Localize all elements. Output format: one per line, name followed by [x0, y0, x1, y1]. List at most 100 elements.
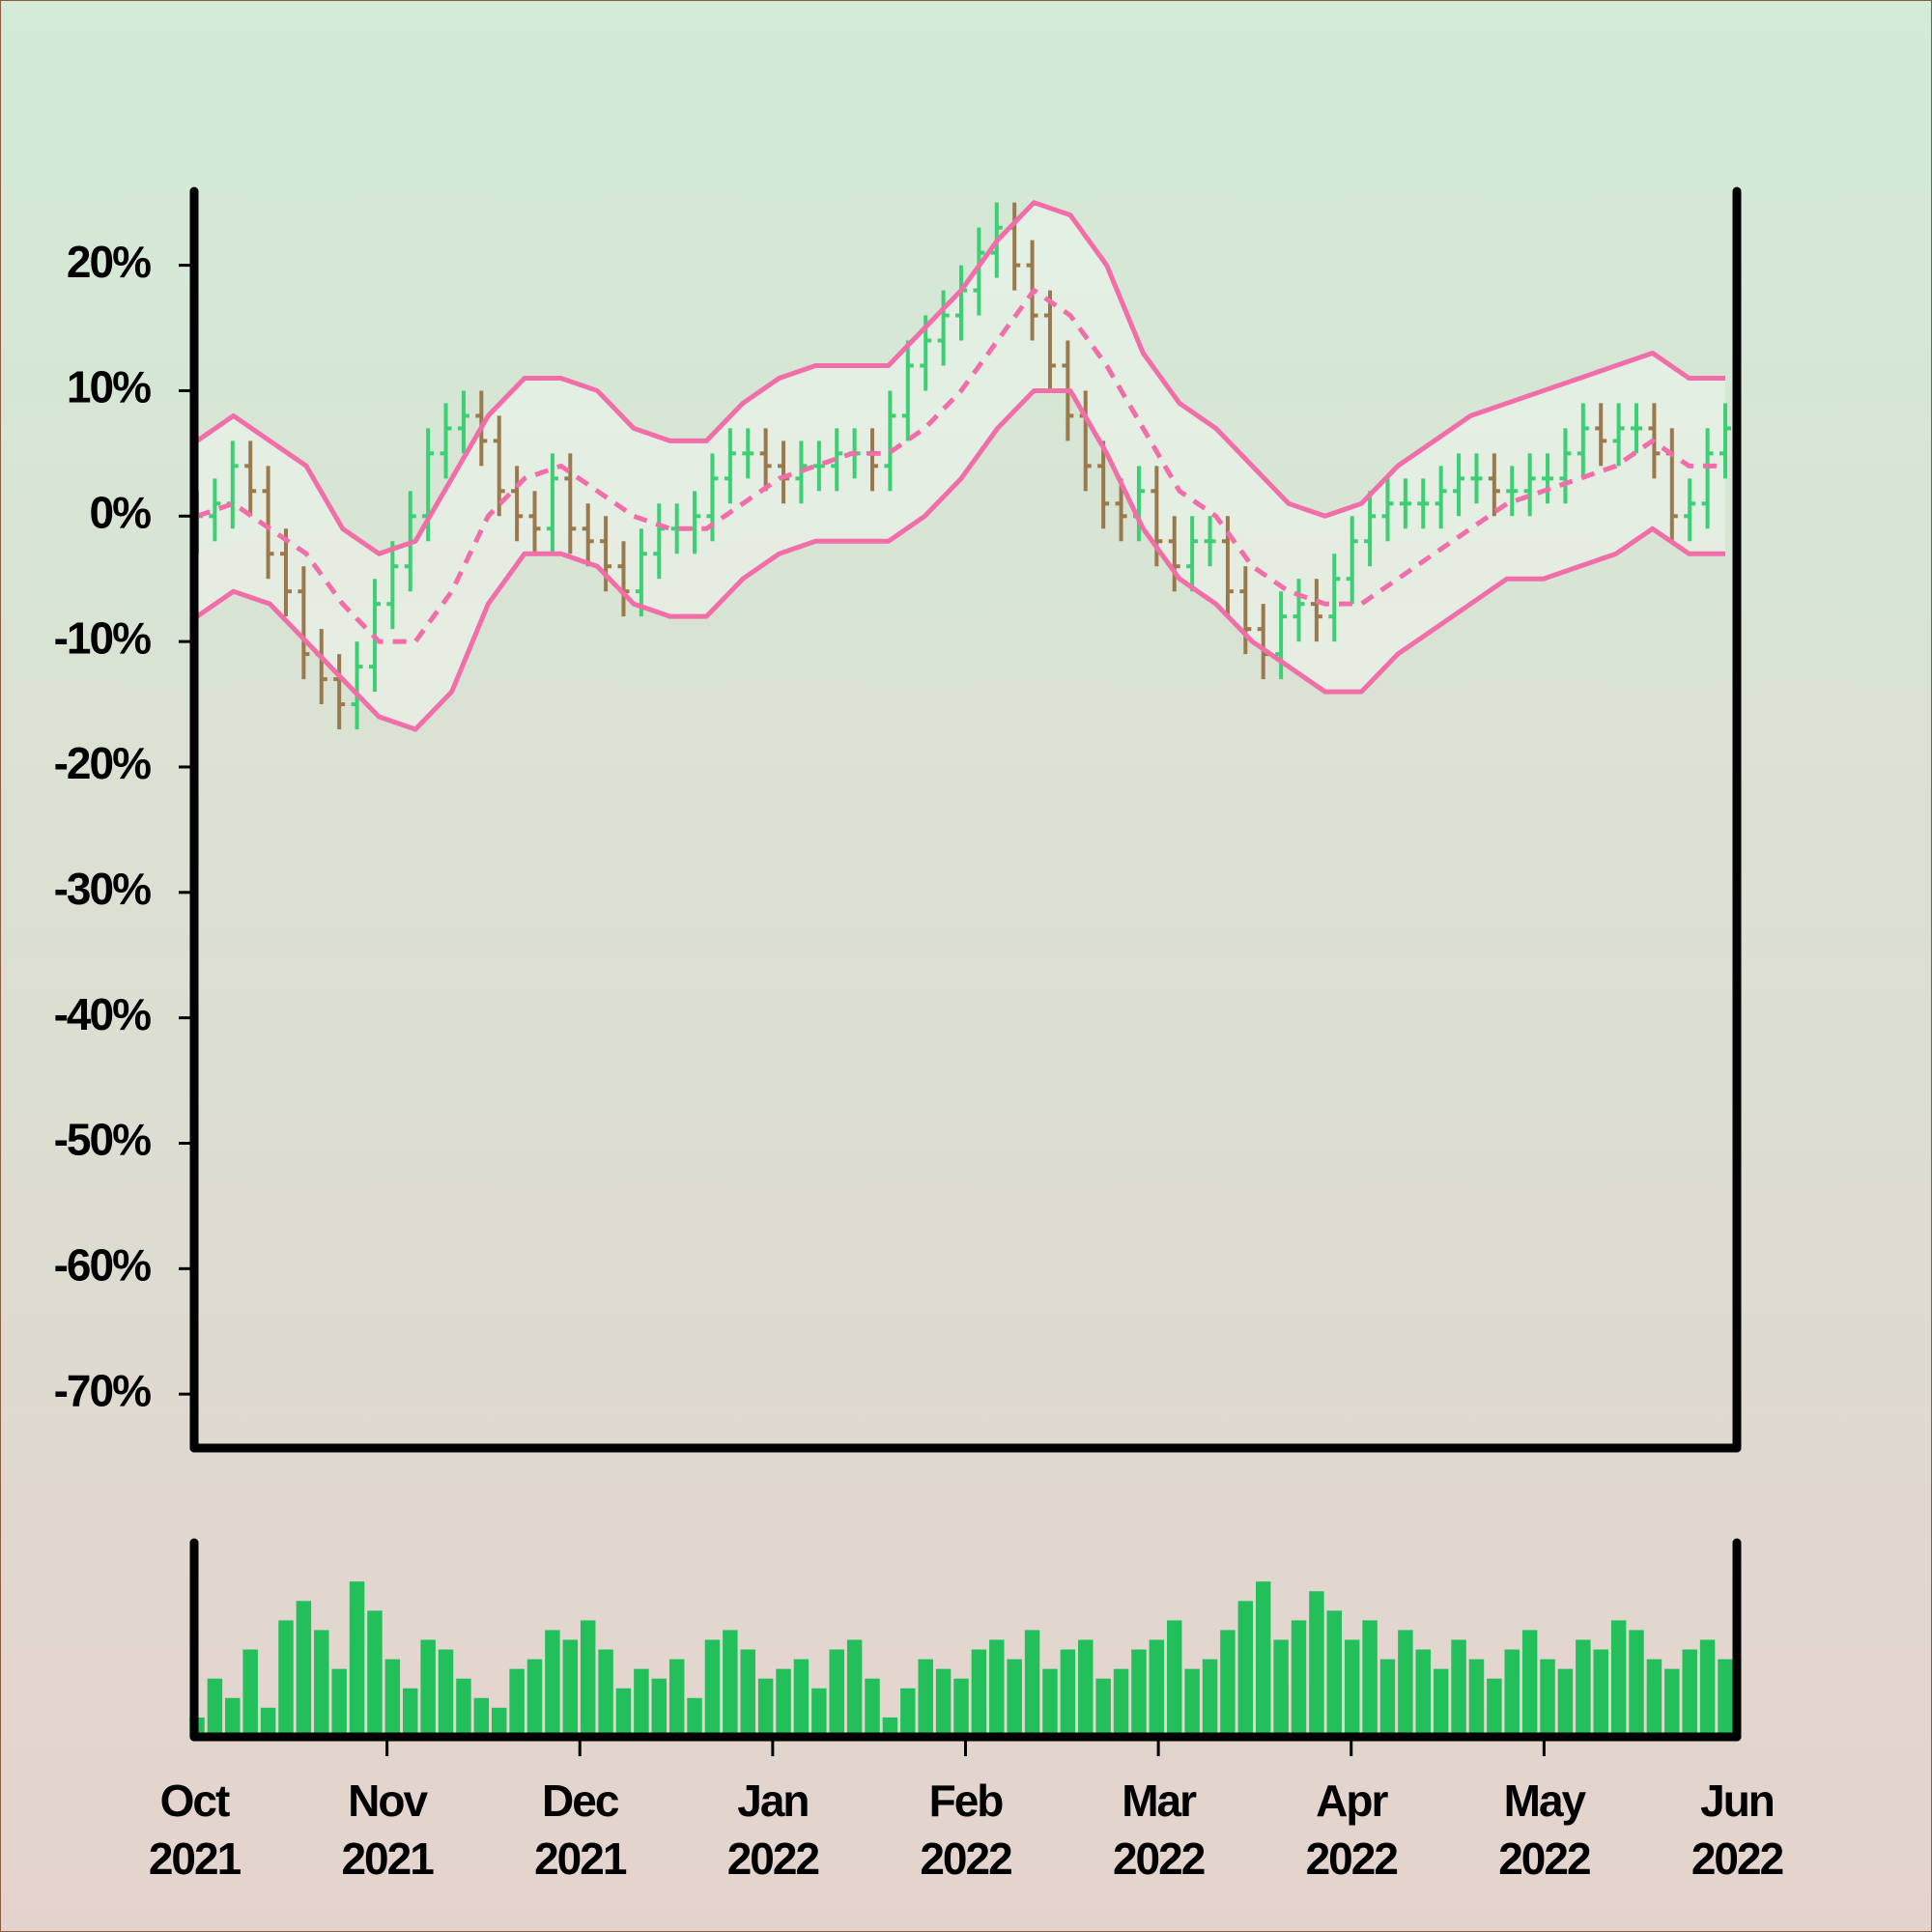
volume-bar [1255, 1581, 1271, 1737]
volume-bar [473, 1697, 490, 1737]
y-tick-label: 0% [90, 487, 152, 537]
volume-bar [1167, 1620, 1182, 1737]
volume-bar [403, 1688, 418, 1737]
x-tick-label: Apr [1316, 1776, 1388, 1826]
volume-bar [1379, 1659, 1396, 1737]
volume-bar [687, 1697, 702, 1737]
volume-bar [1095, 1678, 1111, 1737]
volume-bar [668, 1659, 685, 1737]
volume-bar [1540, 1659, 1555, 1737]
volume-bar [509, 1668, 525, 1737]
volume-bar [1415, 1649, 1432, 1737]
volume-bar [1326, 1610, 1343, 1737]
volume-bar [865, 1678, 880, 1737]
volume-bar [829, 1649, 844, 1737]
y-tick-label: -20% [54, 738, 151, 788]
volume-bar [1078, 1639, 1094, 1737]
band-fill [197, 202, 1725, 730]
y-tick-label: 20% [67, 237, 151, 287]
x-tick-label: May [1504, 1776, 1587, 1826]
band-middle-line [196, 288, 1725, 644]
volume-bar [562, 1639, 579, 1737]
volume-bar [491, 1707, 507, 1737]
plot-layer: 20% 10% 0% -10% -20% -30% -40% -50% -60% -70% Oct 2… [54, 200, 1785, 1884]
x-tick-label: Nov [348, 1776, 428, 1826]
volume-bar [580, 1620, 596, 1737]
volume-bar [918, 1659, 933, 1737]
volume-bar [1699, 1639, 1716, 1737]
volume-bar [1184, 1668, 1200, 1737]
volume-bar [260, 1707, 276, 1737]
volume-bar [935, 1668, 952, 1737]
volume-bar [314, 1630, 329, 1737]
y-tick-label: -50% [54, 1115, 151, 1165]
x-tick-label: 2022 [1691, 1833, 1783, 1884]
y-tick-label: -40% [54, 989, 151, 1039]
volume-bar [1060, 1649, 1076, 1737]
volume-bar [1237, 1601, 1254, 1737]
volume-bar [1557, 1668, 1574, 1737]
volume-bar [1433, 1668, 1449, 1737]
volume-bar [1344, 1639, 1360, 1737]
volume-bar [1113, 1668, 1129, 1737]
volume-bar [634, 1668, 649, 1737]
volume-bar [384, 1659, 401, 1737]
x-tick-label: 2021 [341, 1833, 434, 1884]
y-tick-label: -70% [54, 1365, 151, 1415]
axes [189, 186, 1742, 1742]
volume-bar [1042, 1668, 1058, 1737]
volume-bar [207, 1678, 223, 1737]
volume-bar [296, 1601, 312, 1737]
volume-bar [811, 1688, 827, 1737]
volume-bar [438, 1649, 454, 1737]
x-tick-label: 2022 [920, 1833, 1011, 1884]
volume-bar [704, 1639, 721, 1737]
volume-bar [278, 1620, 294, 1737]
volume-bar [776, 1668, 791, 1737]
x-tick-label: Feb [929, 1776, 1004, 1826]
volume-bar [1398, 1630, 1413, 1737]
volume-bar [1362, 1620, 1378, 1737]
volume-bar [723, 1630, 738, 1737]
x-tick-label: 2022 [727, 1833, 819, 1884]
x-tick-label: 2022 [1306, 1833, 1398, 1884]
y-tick-label: -60% [54, 1239, 151, 1290]
x-tick-label: 2022 [1113, 1833, 1205, 1884]
volume-bar [598, 1649, 613, 1737]
volume-bar [971, 1649, 987, 1737]
y-tick-label: -10% [54, 612, 151, 663]
volume-bar [846, 1639, 863, 1737]
volume-bar [1451, 1639, 1466, 1737]
volume-bar [615, 1688, 632, 1737]
volume-bar [1220, 1630, 1236, 1737]
volume-bar [1273, 1639, 1289, 1737]
volume-bar [331, 1668, 347, 1737]
volume-bar [757, 1678, 774, 1737]
volume-bar [1131, 1649, 1147, 1737]
volume-bar [1521, 1630, 1538, 1737]
volume-bar [1610, 1620, 1627, 1737]
volume-bar [651, 1678, 668, 1737]
volume-bar [1007, 1659, 1022, 1737]
band-upper-line [195, 200, 1725, 556]
volume-bar [367, 1610, 383, 1737]
volume-bar [1718, 1659, 1733, 1737]
x-tick-label: Dec [542, 1776, 619, 1826]
x-tick-label: Jan [737, 1776, 808, 1826]
x-tick-label: Mar [1122, 1776, 1197, 1826]
volume-bar [1629, 1630, 1644, 1737]
x-tick-label: Jun [1700, 1776, 1774, 1826]
volume-bar [1149, 1639, 1165, 1737]
x-tick-label: 2021 [534, 1833, 627, 1884]
y-tick-label: -30% [54, 864, 151, 914]
volume-bar [242, 1649, 258, 1737]
volume-bar [420, 1639, 436, 1737]
volume-bar [225, 1697, 241, 1737]
x-tick-label: 2022 [1498, 1833, 1590, 1884]
volume-bar [1664, 1668, 1680, 1737]
volume-bar [882, 1717, 898, 1737]
volume-bar [953, 1678, 969, 1737]
